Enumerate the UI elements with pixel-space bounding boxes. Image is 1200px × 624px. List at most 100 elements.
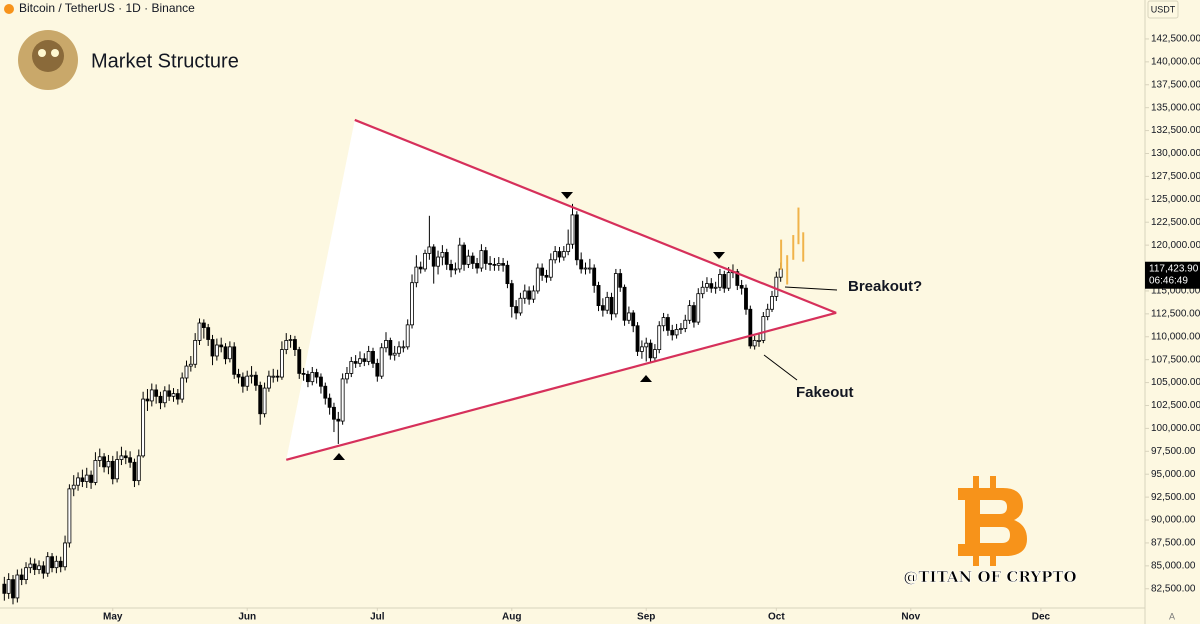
candle-body bbox=[483, 250, 488, 264]
candle-body bbox=[19, 574, 24, 580]
candle-body bbox=[718, 274, 722, 288]
x-tick-label: Sep bbox=[637, 612, 655, 623]
candle-body bbox=[479, 250, 484, 269]
candle-body bbox=[193, 340, 198, 365]
candle-body bbox=[501, 263, 506, 266]
candle-body bbox=[540, 267, 545, 276]
candle-body bbox=[271, 375, 276, 378]
candle-body bbox=[93, 460, 98, 483]
candle-body bbox=[219, 344, 224, 348]
candle-body bbox=[436, 256, 440, 267]
candle-body bbox=[188, 363, 193, 367]
candle-body bbox=[349, 361, 354, 374]
candle-body bbox=[340, 378, 345, 422]
candle-body bbox=[692, 305, 696, 323]
candle-body bbox=[709, 283, 714, 289]
candle-body bbox=[214, 344, 219, 357]
candle-body bbox=[639, 346, 644, 352]
y-tick-label: 97,500.00 bbox=[1151, 446, 1196, 457]
y-tick-label: 90,000.00 bbox=[1151, 515, 1196, 526]
candle-body bbox=[388, 340, 393, 356]
y-tick-label: 95,000.00 bbox=[1151, 469, 1196, 480]
candle-body bbox=[32, 563, 37, 570]
candle-body bbox=[579, 259, 584, 270]
candle-body bbox=[752, 340, 757, 347]
candle-body bbox=[206, 327, 211, 340]
candle-body bbox=[258, 384, 263, 415]
candle-body bbox=[648, 342, 653, 359]
candle-body bbox=[384, 340, 388, 349]
candle-body bbox=[232, 346, 237, 375]
candle-body bbox=[705, 283, 709, 288]
candle-body bbox=[227, 346, 232, 360]
candle-body bbox=[757, 340, 761, 342]
candle-body bbox=[457, 244, 462, 270]
candle-body bbox=[661, 317, 666, 327]
y-tick-label: 115,000.00 bbox=[1151, 286, 1200, 297]
candle-body bbox=[180, 377, 185, 400]
y-tick-label: 132,500.00 bbox=[1151, 125, 1200, 136]
candle-body bbox=[418, 266, 423, 270]
candle-body bbox=[353, 361, 358, 364]
candle-body bbox=[613, 273, 618, 315]
candle-body bbox=[574, 214, 579, 261]
symbol-icon bbox=[4, 4, 14, 14]
candle-body bbox=[401, 346, 406, 349]
x-tick-label: Jul bbox=[370, 612, 385, 623]
y-tick-label: 120,000.00 bbox=[1151, 240, 1200, 251]
candle-body bbox=[371, 351, 375, 364]
candle-body bbox=[76, 477, 80, 486]
swing-high-marker bbox=[561, 192, 573, 199]
candle-body bbox=[162, 390, 167, 404]
candle-body bbox=[145, 398, 150, 402]
candle-body bbox=[327, 397, 332, 408]
pattern-fill bbox=[286, 119, 837, 460]
y-tick-label: 102,500.00 bbox=[1151, 400, 1200, 411]
candle-body bbox=[97, 456, 102, 461]
candle-body bbox=[596, 285, 601, 307]
candle-body bbox=[687, 305, 692, 321]
candle-body bbox=[739, 285, 744, 289]
candle-body bbox=[557, 251, 562, 258]
watermark: @TITAN OF CRYPTO bbox=[903, 568, 1076, 586]
y-tick-label: 137,500.00 bbox=[1151, 79, 1200, 90]
candle-body bbox=[626, 312, 631, 321]
candle-body bbox=[149, 389, 154, 402]
candle-body bbox=[453, 268, 458, 271]
candle-body bbox=[509, 283, 514, 307]
candle-body bbox=[362, 358, 367, 362]
x-tick-label: Dec bbox=[1032, 612, 1051, 623]
auto-scale-button[interactable]: A bbox=[1169, 611, 1175, 621]
candle-body bbox=[102, 456, 107, 468]
candle-body bbox=[106, 460, 111, 468]
y-tick-label: 100,000.00 bbox=[1151, 423, 1200, 434]
swing-high-marker bbox=[713, 252, 725, 259]
candle-body bbox=[583, 267, 588, 270]
candle-body bbox=[605, 296, 610, 311]
candle-body bbox=[696, 293, 701, 323]
candle-body bbox=[423, 252, 427, 270]
candle-body bbox=[631, 312, 636, 327]
plot-area bbox=[2, 118, 837, 605]
currency-box[interactable] bbox=[1147, 0, 1179, 19]
candle-body bbox=[531, 290, 536, 300]
candle-body bbox=[253, 374, 258, 386]
candle-body bbox=[566, 243, 571, 252]
candle-body bbox=[414, 266, 419, 284]
y-tick-label: 122,500.00 bbox=[1151, 217, 1200, 228]
candle-body bbox=[527, 290, 532, 300]
candle-body bbox=[284, 340, 289, 350]
candle-body bbox=[15, 574, 20, 599]
annotation: Fakeout bbox=[796, 384, 854, 401]
candle-body bbox=[492, 263, 497, 266]
candle-body bbox=[644, 342, 649, 348]
candle-body bbox=[167, 390, 172, 397]
candle-body bbox=[496, 263, 501, 266]
candle-body bbox=[505, 264, 510, 285]
candle-body bbox=[11, 579, 15, 599]
candle-body bbox=[336, 418, 341, 422]
candle-body bbox=[28, 563, 33, 569]
candle-body bbox=[700, 286, 705, 295]
candle-body bbox=[332, 406, 336, 420]
